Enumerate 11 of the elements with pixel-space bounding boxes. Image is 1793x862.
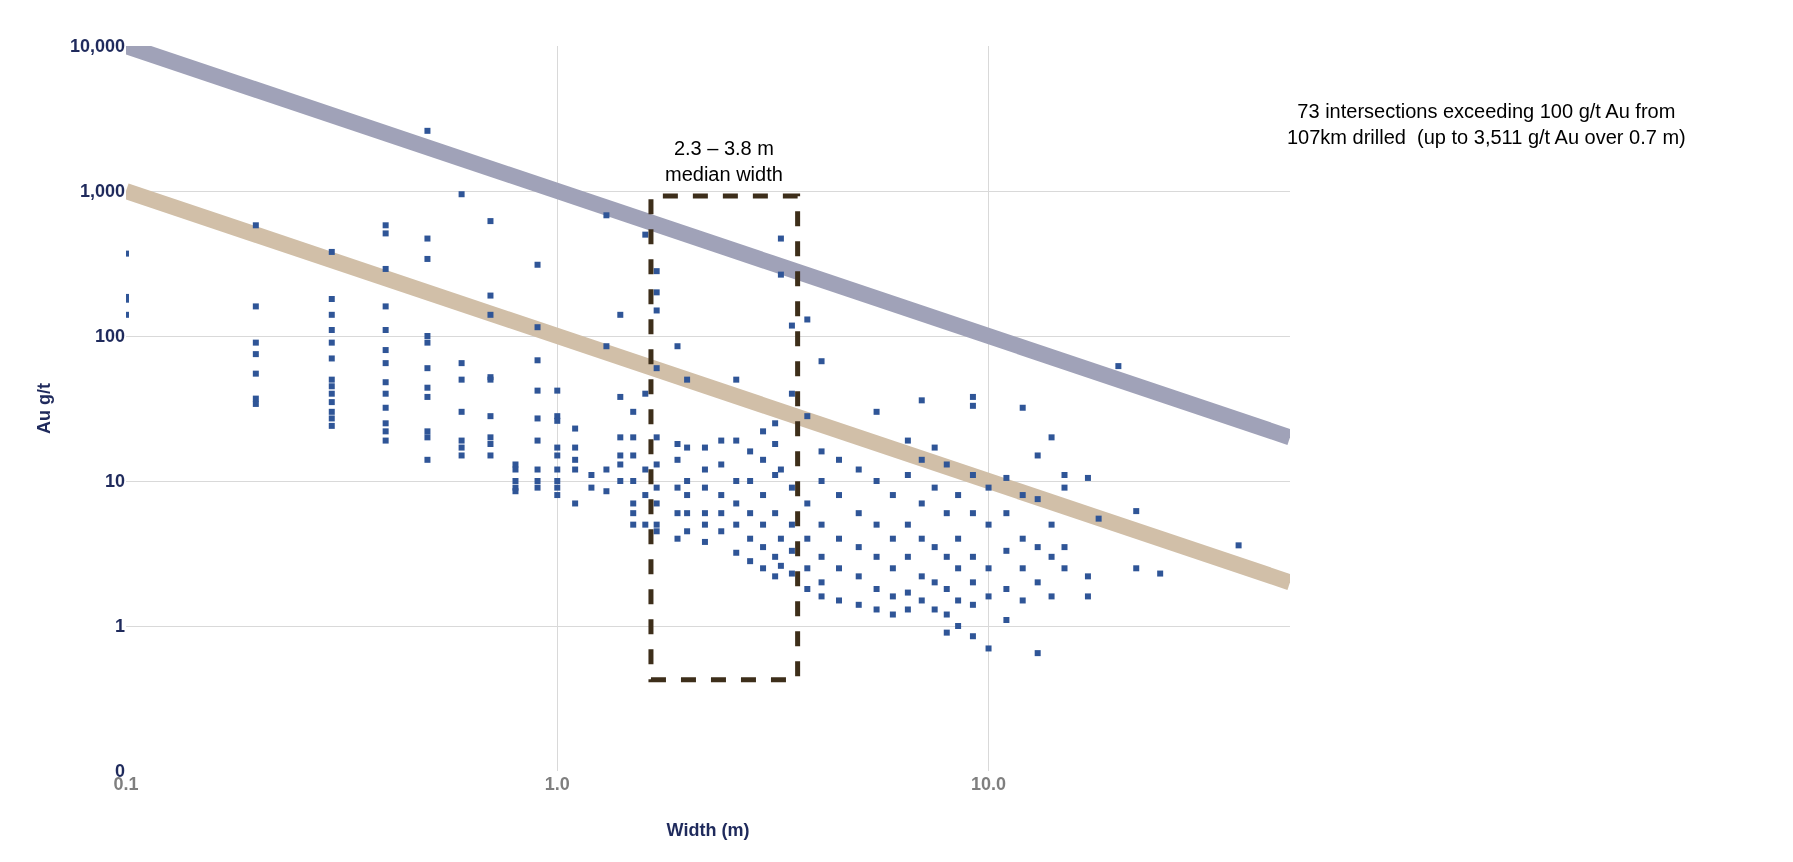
y-tick-label: 100 [94,326,125,347]
y-tick-label: 1,000 [79,181,125,202]
y-tick-label: 1 [114,616,125,637]
annotation: 2.3 – 3.8 m median width [665,137,783,185]
x-tick-label: 10.0 [971,774,1007,794]
annotation: 73 intersections exceeding 100 g/t Au from 107km drilled (up to 3,511 g/t Au over 0.7 m) [1287,100,1686,148]
y-axis-title: Au g/t [34,383,55,434]
y-tick-label: 10 [104,471,125,492]
y-tick-label: 10,000 [69,36,125,57]
x-axis-title: Width (m) [666,820,750,841]
x-tick-label: 1.0 [544,774,570,794]
